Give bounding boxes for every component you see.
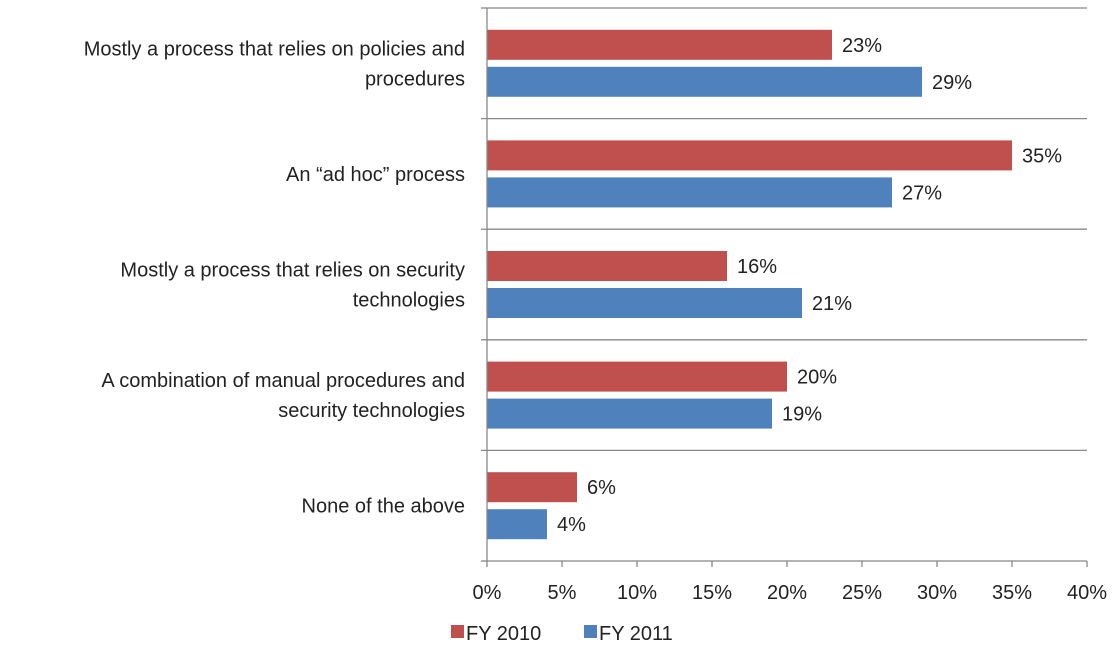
- legend-swatch: [451, 625, 464, 638]
- category-label: Mostly a process that relies on policies…: [84, 38, 465, 60]
- data-label: 27%: [902, 182, 942, 204]
- legend-swatch: [584, 625, 597, 638]
- legend: FY 2010 FY 2011: [451, 623, 673, 645]
- category-label: technologies: [353, 290, 465, 312]
- bar-fy-2010: [487, 140, 1012, 171]
- data-label: 19%: [782, 404, 822, 426]
- category-label: procedures: [365, 68, 465, 90]
- x-tick-label: 20%: [767, 582, 807, 604]
- category-label: None of the above: [302, 496, 465, 518]
- bar-fy-2011: [487, 177, 892, 208]
- bars: [487, 29, 1012, 540]
- x-tick-label: 25%: [842, 582, 882, 604]
- bar-fy-2011: [487, 66, 922, 97]
- gridlines: [487, 7, 1087, 452]
- bar-fy-2011: [487, 509, 547, 540]
- category-label: An “ad hoc” process: [286, 164, 465, 186]
- data-label: 35%: [1022, 145, 1062, 167]
- x-tick-label: 40%: [1067, 582, 1107, 604]
- bar-fy-2010: [487, 472, 577, 503]
- legend-label: FY 2010: [466, 623, 541, 645]
- data-label: 21%: [812, 293, 852, 315]
- data-label: 20%: [797, 367, 837, 389]
- x-tick-label: 35%: [992, 582, 1032, 604]
- data-label: 16%: [737, 256, 777, 278]
- x-tick-label: 10%: [617, 582, 657, 604]
- x-tick-label: 0%: [473, 582, 502, 604]
- data-label: 29%: [932, 72, 972, 94]
- category-label: A combination of manual procedures and: [101, 370, 465, 392]
- data-label: 4%: [557, 514, 586, 536]
- bar-fy-2010: [487, 361, 787, 392]
- data-label: 6%: [587, 477, 616, 499]
- x-tick-label: 30%: [917, 582, 957, 604]
- x-tick-labels: 0% 5% 10% 15% 20% 25% 30% 35% 40%: [473, 582, 1108, 604]
- bar-fy-2011: [487, 398, 772, 429]
- category-label: Mostly a process that relies on security: [120, 260, 465, 282]
- x-tick-label: 15%: [692, 582, 732, 604]
- category-labels: Mostly a process that relies on policies…: [84, 38, 465, 517]
- bar-fy-2010: [487, 251, 727, 281]
- category-label: security technologies: [278, 400, 465, 422]
- bar-fy-2011: [487, 288, 802, 318]
- legend-label: FY 2011: [599, 623, 673, 645]
- x-tick-label: 5%: [548, 582, 577, 604]
- axes: [481, 7, 1088, 567]
- data-label: 23%: [842, 35, 882, 57]
- data-labels: 23% 29% 35% 27% 16% 21% 20% 19% 6%4%: [557, 35, 1062, 536]
- bar-fy-2010: [487, 29, 832, 60]
